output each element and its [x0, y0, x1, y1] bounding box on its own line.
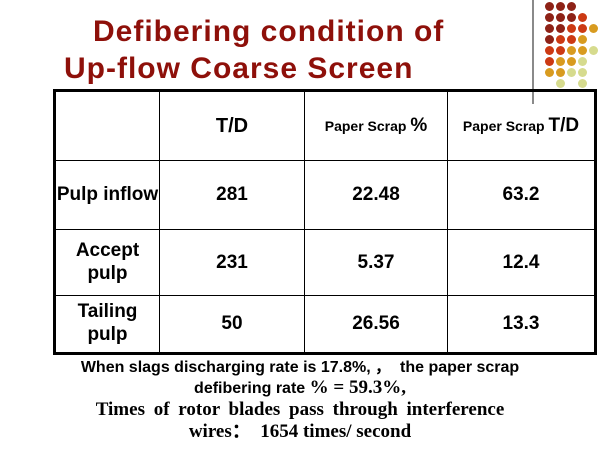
table-row-tailing-pulp: Tailing pulp 50 26.56 13.3 — [54, 295, 596, 354]
corner-dot — [544, 67, 554, 77]
corner-dot — [588, 45, 598, 55]
corner-dot — [577, 67, 587, 77]
corner-dot — [577, 45, 587, 55]
corner-dot — [544, 12, 554, 22]
corner-dots-decoration — [0, 0, 600, 100]
page-title: Defibering condition of Up-flow Coarse S… — [0, 13, 600, 87]
decorative-vertical-line — [532, 0, 534, 104]
footnote-block: When slags discharging rate is 17.8%, ， … — [0, 358, 600, 443]
footnote-line2-sans: defibering rate — [194, 380, 310, 397]
table-header-paper-scrap-pct-prefix: Paper Scrap — [324, 118, 411, 134]
corner-dot — [577, 56, 587, 66]
corner-dot — [544, 34, 554, 44]
corner-dot — [566, 67, 576, 77]
footnote-line2-serif: % = 59.3%, — [309, 377, 406, 398]
cell-tailing-pulp-scrap-pct: 26.56 — [304, 295, 448, 354]
corner-dot — [577, 78, 587, 88]
corner-dot — [544, 23, 554, 33]
corner-dot — [544, 45, 554, 55]
row-label-accept-pulp: Accept pulp — [54, 229, 160, 296]
defibering-table: T/D Paper Scrap % Paper Scrap T/D Pulp i… — [53, 89, 597, 355]
cell-accept-pulp-scrap-td: 12.4 — [447, 229, 596, 296]
corner-dot — [566, 56, 576, 66]
defibering-table-grid: T/D Paper Scrap % Paper Scrap T/D Pulp i… — [53, 89, 597, 355]
corner-dot — [555, 1, 565, 11]
corner-dot — [566, 45, 576, 55]
page-title-line2: Up-flow Coarse Screen — [64, 52, 414, 85]
corner-dot — [566, 1, 576, 11]
page-title-line1: Defibering condition of — [93, 15, 445, 48]
row-label-tailing-pulp: Tailing pulp — [54, 295, 160, 354]
footnote-line3: Times of rotor blades pass through inter… — [95, 399, 505, 420]
corner-dot — [544, 1, 554, 11]
corner-dot — [577, 34, 587, 44]
table-header-td-label: T/D — [215, 114, 249, 137]
footnote-line1: When slags discharging rate is 17.8%, ， … — [80, 359, 520, 376]
table-header-paper-scrap-td: Paper Scrap T/D — [447, 90, 596, 161]
table-header-paper-scrap-td-unit: T/D — [548, 115, 580, 136]
table-header-row: T/D Paper Scrap % Paper Scrap T/D — [54, 90, 596, 161]
cell-pulp-inflow-td: 281 — [159, 160, 305, 230]
cell-tailing-pulp-scrap-td: 13.3 — [447, 295, 596, 354]
corner-dot — [555, 34, 565, 44]
corner-dot — [555, 78, 565, 88]
table-header-paper-scrap-pct: Paper Scrap % — [304, 90, 448, 161]
corner-dot — [588, 23, 598, 33]
corner-dot — [577, 23, 587, 33]
cell-pulp-inflow-scrap-pct: 22.48 — [304, 160, 448, 230]
table-header-paper-scrap-pct-symbol: % — [410, 115, 428, 136]
cell-tailing-pulp-td: 50 — [159, 295, 305, 354]
corner-dot — [555, 23, 565, 33]
corner-dot — [566, 12, 576, 22]
corner-dot — [555, 67, 565, 77]
corner-dot — [555, 56, 565, 66]
table-header-empty — [54, 90, 160, 161]
footnote-line2: defibering rate % = 59.3%, — [0, 377, 600, 399]
corner-dot — [566, 23, 576, 33]
corner-dot — [544, 56, 554, 66]
table-row-accept-pulp: Accept pulp 231 5.37 12.4 — [54, 229, 596, 296]
corner-dot — [555, 45, 565, 55]
cell-accept-pulp-scrap-pct: 5.37 — [304, 229, 448, 296]
corner-dot — [577, 12, 587, 22]
corner-dot — [566, 34, 576, 44]
row-label-pulp-inflow: Pulp inflow — [54, 160, 160, 230]
cell-accept-pulp-td: 231 — [159, 229, 305, 296]
table-header-td: T/D — [159, 90, 305, 161]
table-header-paper-scrap-td-prefix: Paper Scrap — [462, 118, 549, 134]
table-row-pulp-inflow: Pulp inflow 281 22.48 63.2 — [54, 160, 596, 230]
corner-dot — [555, 12, 565, 22]
cell-pulp-inflow-scrap-td: 63.2 — [447, 160, 596, 230]
footnote-line4: wires： 1654 times/ second — [188, 421, 412, 442]
